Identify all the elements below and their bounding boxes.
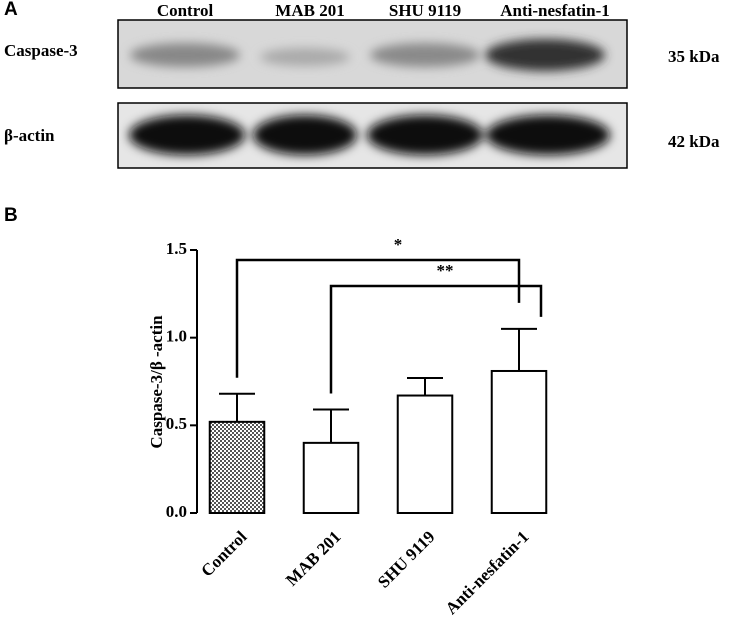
bands [129,39,610,155]
x-tick-label: Control [197,527,250,580]
y-tick-label: 1.5 [166,239,187,258]
x-tick-label: Anti-nesfatin-1 [442,527,533,618]
bar [396,394,454,515]
lane-label: Control [157,1,214,20]
y-tick-label: 0.0 [166,502,187,521]
significance-bracket [329,284,543,394]
bar [490,369,548,515]
x-tick-label: SHU 9119 [374,527,439,592]
y-tick-label: 1.0 [166,327,187,346]
x-tick-label: MAB 201 [282,527,345,590]
row-label: β-actin [4,126,55,145]
error-bar [501,327,537,371]
y-tick-label: 0.5 [166,414,187,433]
lane-label: Anti-nesfatin-1 [500,1,610,20]
error-bar [407,376,443,396]
row-size: 35 kDa [668,47,720,66]
significance-bracket [235,258,521,378]
bar [208,420,266,514]
error-bar [313,408,349,443]
error-bar [219,392,255,422]
row-size: 42 kDa [668,132,720,151]
lane-label: SHU 9119 [389,1,461,20]
panel-label: B [4,205,18,226]
y-axis-label: Caspase-3/β -actin [147,315,166,449]
lane-label: MAB 201 [275,1,344,20]
bar [302,441,360,514]
panel-label: A [4,0,18,20]
row-label: Caspase-3 [4,41,78,60]
significance-mark: ** [437,261,454,280]
significance-mark: * [394,235,403,254]
